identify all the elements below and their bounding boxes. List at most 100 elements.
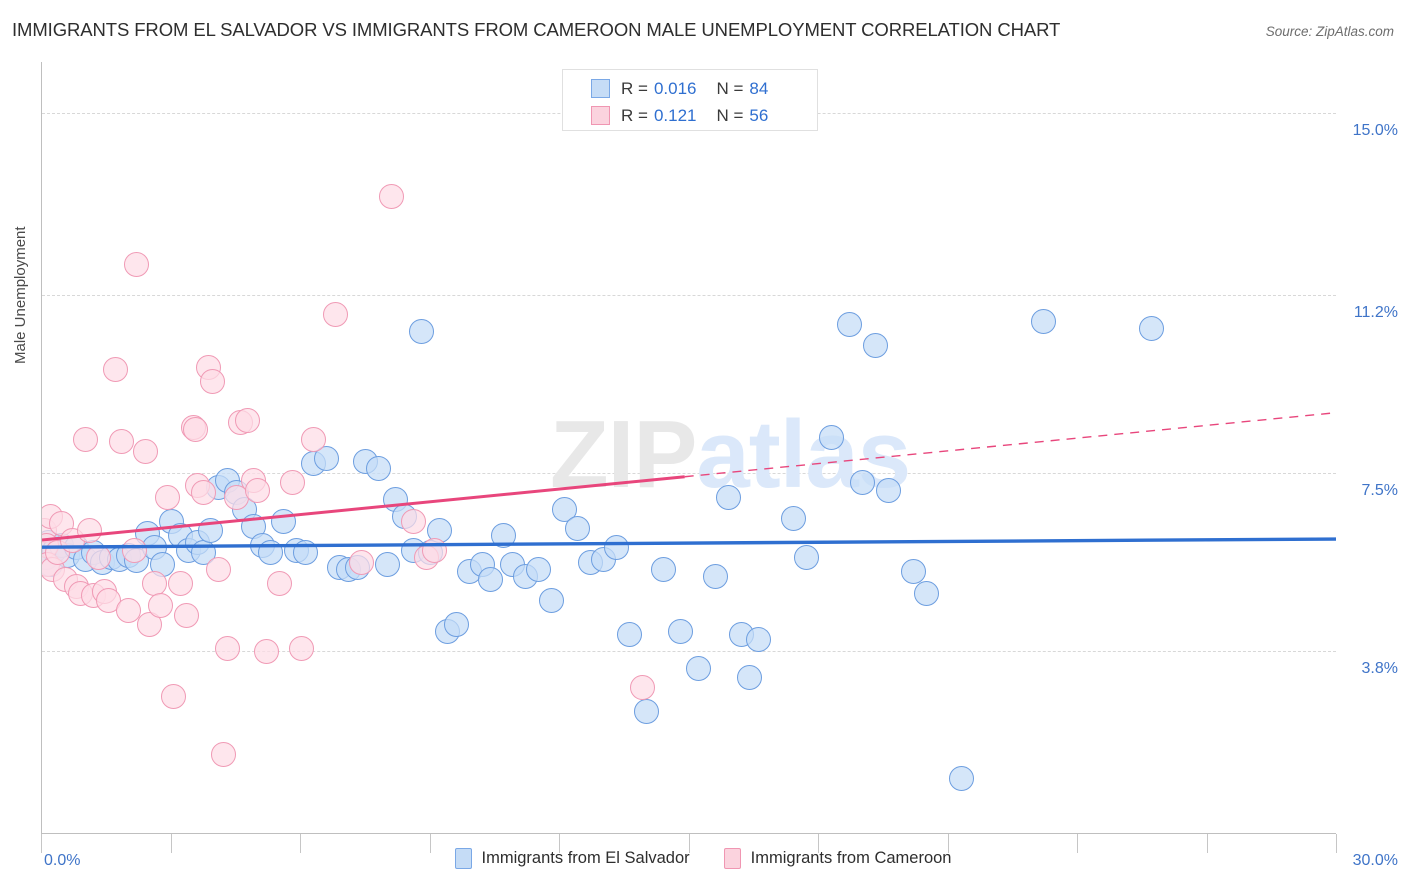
x-axis-tick — [818, 834, 819, 853]
data-point — [685, 655, 711, 681]
data-point — [478, 566, 504, 592]
data-point — [633, 698, 659, 724]
data-point — [538, 588, 564, 614]
x-axis-tick — [947, 834, 949, 853]
data-point — [191, 479, 217, 505]
data-point — [200, 369, 225, 395]
data-point — [253, 638, 279, 664]
data-point — [862, 333, 888, 359]
data-point — [702, 564, 728, 590]
data-point — [836, 311, 862, 337]
data-point — [443, 612, 469, 638]
data-point — [668, 619, 694, 645]
series-legend-item[interactable]: Immigrants from Cameroon — [723, 848, 952, 869]
data-point — [245, 477, 271, 503]
data-point — [348, 549, 374, 575]
correlation-stats-legend: R = 0.016 N = 84 R = 0.121 N = 56 — [562, 69, 818, 131]
data-point — [525, 556, 551, 582]
x-axis-tick — [688, 834, 690, 853]
r-label: R = — [621, 78, 648, 98]
x-axis-tick — [300, 834, 301, 853]
y-axis-title: Male Unemployment — [12, 226, 29, 364]
data-point — [374, 552, 400, 578]
r-value: 0.121 — [653, 105, 697, 125]
data-point — [629, 674, 655, 700]
stats-legend-swatch — [591, 106, 610, 125]
data-point — [1138, 316, 1164, 342]
r-value: 0.016 — [653, 78, 697, 98]
series-legend-item[interactable]: Immigrants from El Salvador — [454, 848, 690, 869]
data-point — [948, 766, 974, 792]
data-point — [849, 470, 875, 496]
data-point — [323, 302, 349, 328]
data-point — [109, 429, 135, 455]
data-point — [292, 540, 318, 566]
data-point — [85, 544, 111, 570]
data-point — [746, 626, 772, 652]
data-point — [301, 427, 327, 453]
data-point — [422, 537, 448, 563]
data-point — [102, 357, 128, 383]
x-axis-tick — [1206, 834, 1208, 853]
data-point — [271, 508, 297, 534]
data-point — [603, 535, 629, 561]
y-axis-tick-label: 7.5% — [1361, 482, 1398, 500]
n-label: N = — [716, 78, 744, 98]
x-axis-tick — [1336, 834, 1337, 853]
data-point — [266, 571, 292, 597]
data-point — [124, 251, 150, 277]
source-label: Source: ZipAtlas.com — [1265, 24, 1394, 39]
data-point — [1030, 309, 1056, 335]
data-point — [72, 427, 98, 453]
data-point — [715, 484, 741, 510]
data-point — [616, 621, 642, 647]
gridline — [42, 295, 1336, 297]
series-legend-swatch — [454, 848, 472, 869]
data-point — [133, 439, 159, 465]
gridline — [42, 651, 1336, 653]
data-point — [379, 184, 405, 210]
r-label: R = — [621, 105, 648, 125]
data-point — [122, 537, 148, 563]
data-point — [651, 556, 677, 582]
series-legend-label: Immigrants from El Salvador — [481, 849, 690, 867]
data-point — [167, 571, 193, 597]
scatter-plot: ZIPatlas — [41, 62, 1336, 834]
series-legend-label: Immigrants from Cameroon — [750, 849, 952, 867]
series-legend-swatch — [723, 848, 741, 869]
x-axis-tick — [429, 834, 431, 853]
data-point — [564, 516, 590, 542]
data-point — [914, 581, 940, 606]
data-point — [148, 593, 174, 619]
data-point — [279, 470, 305, 496]
data-point — [154, 484, 180, 510]
page-title: IMMIGRANTS FROM EL SALVADOR VS IMMIGRANT… — [12, 19, 1061, 40]
n-label: N = — [716, 105, 744, 125]
chart-header: IMMIGRANTS FROM EL SALVADOR VS IMMIGRANT… — [0, 0, 1406, 56]
x-axis-tick — [41, 834, 42, 853]
data-point — [819, 424, 845, 450]
data-point — [258, 540, 284, 566]
data-point — [400, 508, 426, 534]
data-point — [182, 417, 208, 443]
trend-line-dashed — [684, 411, 1336, 478]
data-point — [174, 602, 200, 628]
data-point — [875, 477, 901, 503]
series-legend: Immigrants from El Salvador Immigrants fr… — [0, 848, 1406, 869]
data-point — [793, 544, 819, 570]
x-axis-tick — [170, 834, 172, 853]
data-point — [409, 318, 435, 344]
n-value: 84 — [749, 78, 769, 98]
data-point — [737, 665, 763, 691]
data-point — [76, 518, 102, 544]
y-axis-tick-label: 3.8% — [1361, 660, 1398, 678]
n-value: 56 — [749, 105, 769, 125]
data-point — [215, 636, 241, 662]
stats-legend-row: R = 0.121 N = 56 — [591, 102, 817, 129]
x-axis-min-label: 0.0% — [44, 852, 81, 869]
data-point — [115, 597, 141, 623]
x-axis-max-label: 30.0% — [1352, 852, 1398, 869]
stats-legend-row: R = 0.016 N = 84 — [591, 75, 817, 102]
stats-legend-swatch — [591, 79, 610, 98]
data-point — [901, 559, 927, 585]
